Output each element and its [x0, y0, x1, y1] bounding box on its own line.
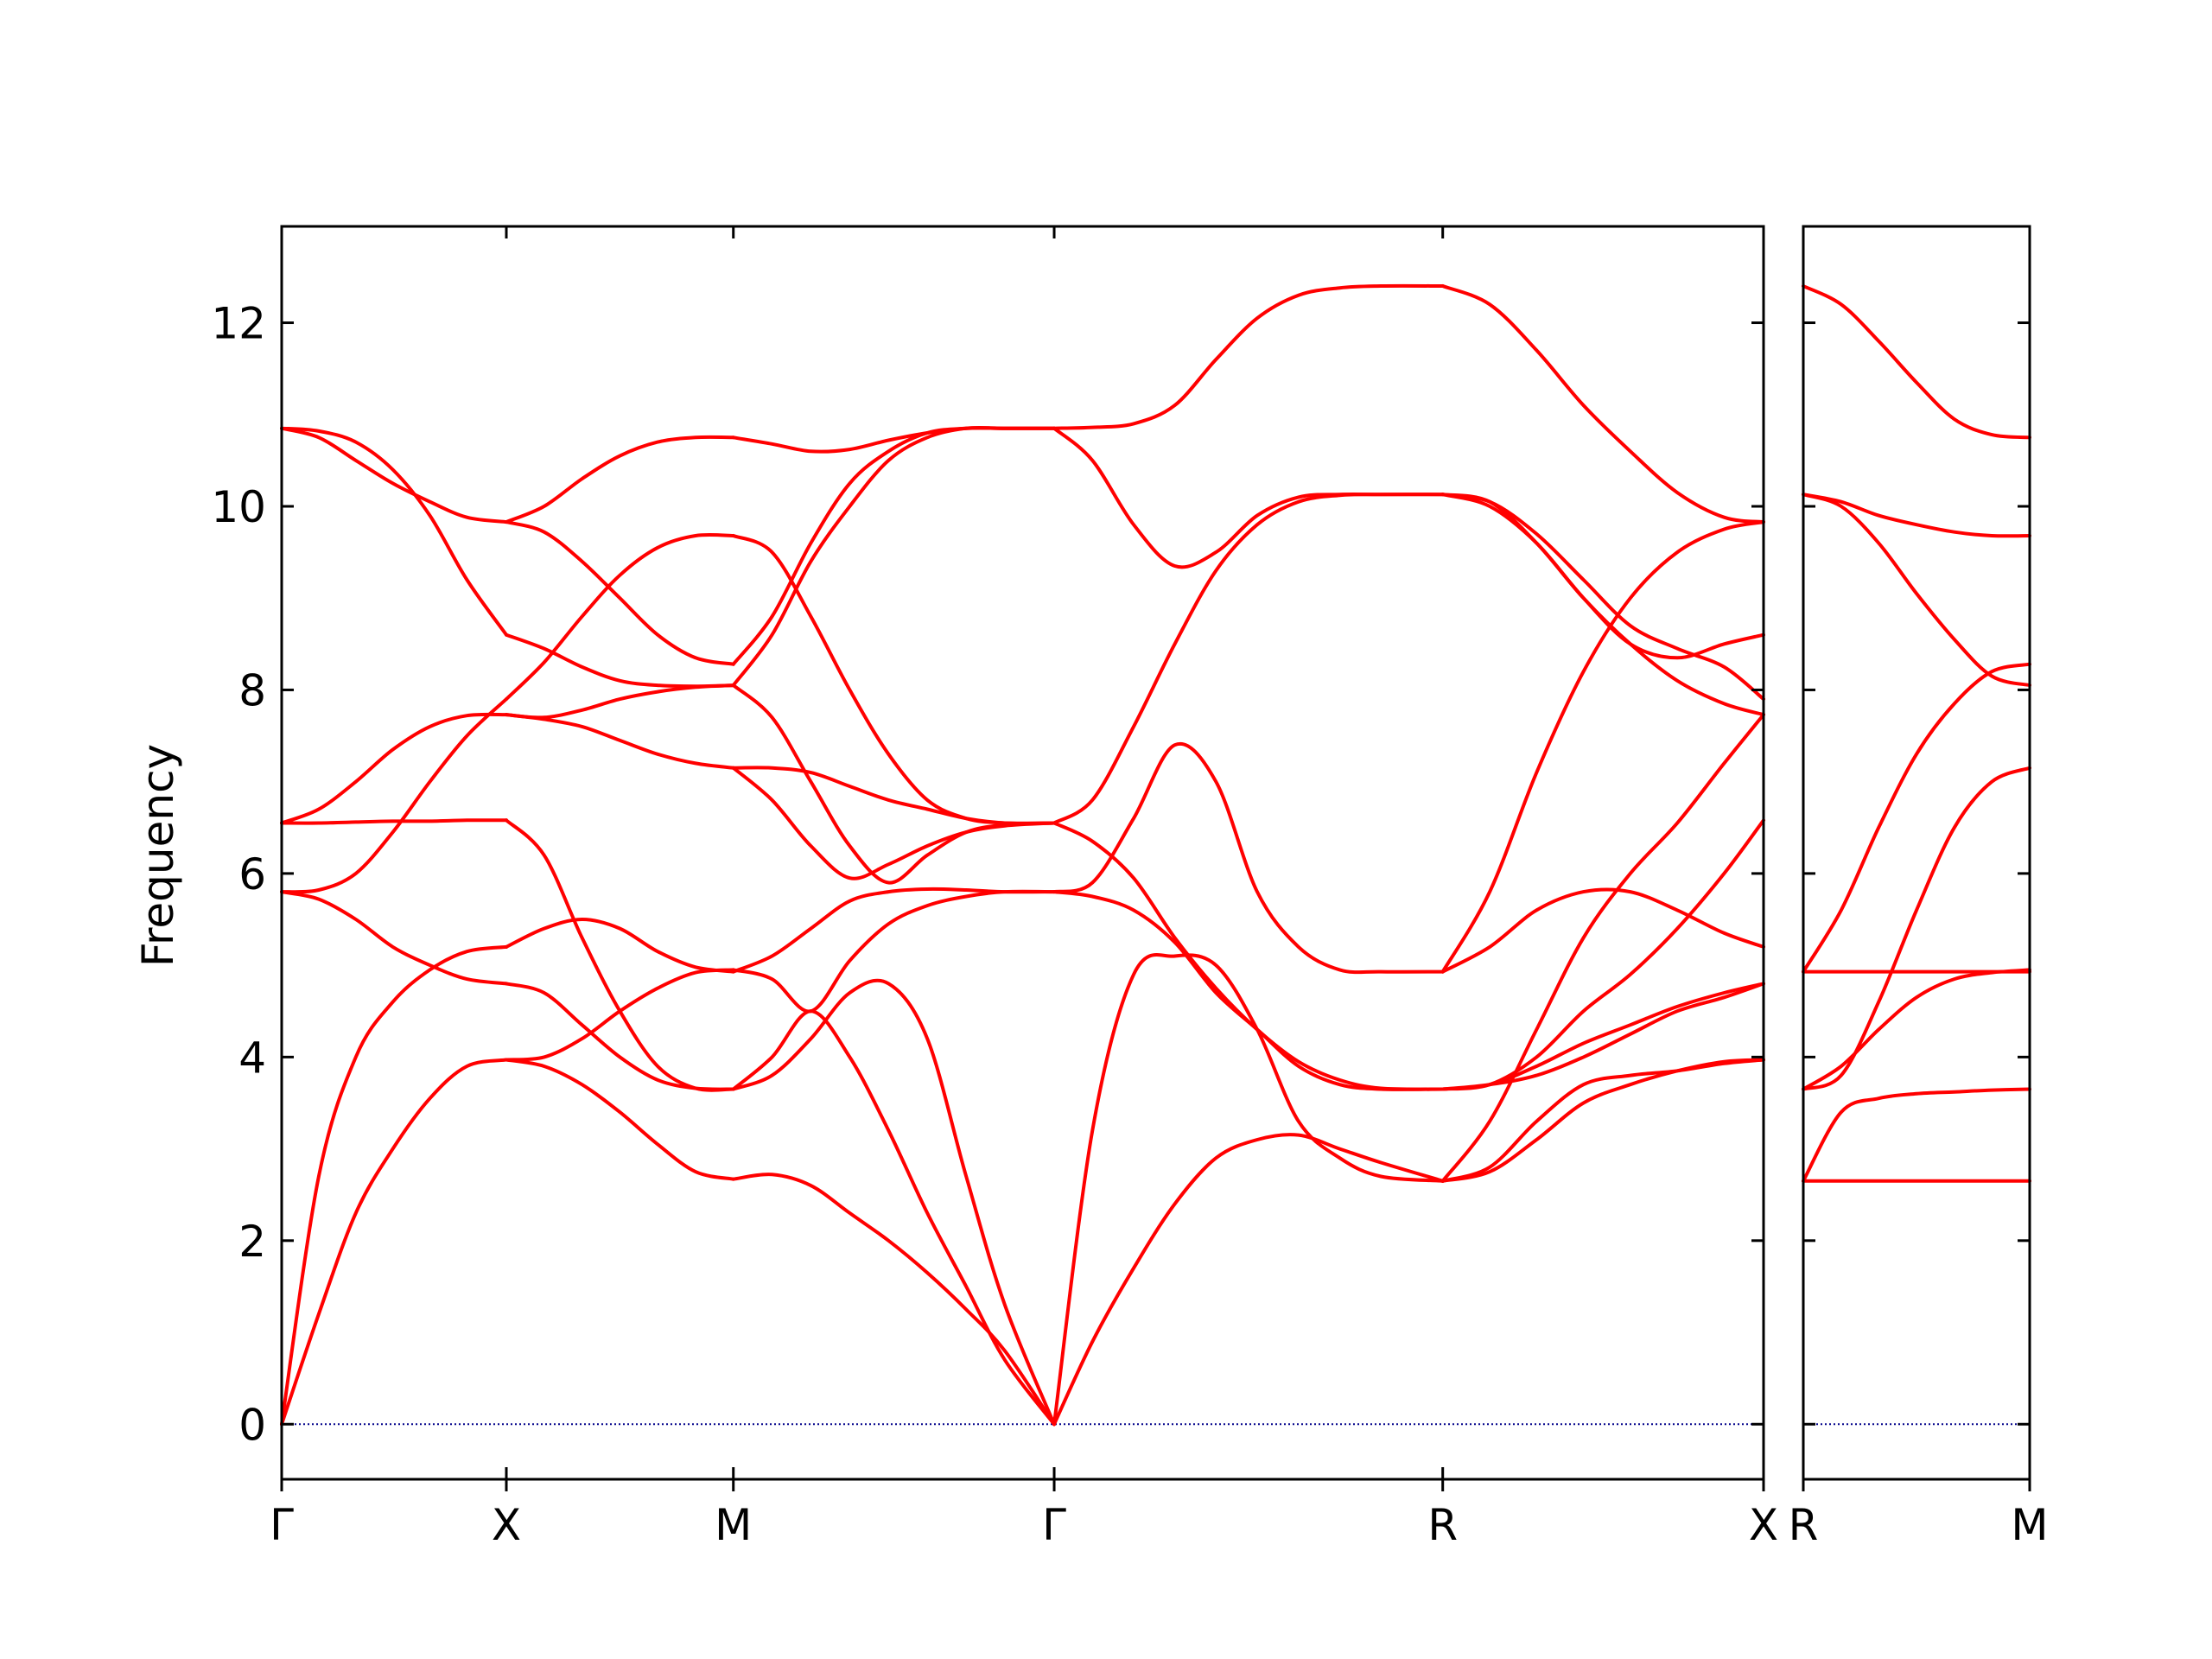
panel-1-band-G-R-7: [1052, 426, 1445, 569]
y-tick-label: 12: [211, 299, 266, 349]
panel-1-band-X-M-4: [505, 918, 735, 974]
y-tick-label: 10: [211, 482, 266, 532]
panel-1-band-R-X-11: [1440, 493, 1765, 717]
x-tick-label: R: [1427, 1500, 1458, 1550]
x-tick-label: R: [1789, 1500, 1819, 1550]
panel-1-band-R-X-10: [1440, 493, 1765, 702]
panel-1-band-G-X-5: [280, 818, 508, 825]
x-tick-label: M: [2011, 1500, 2048, 1550]
panel-1-band-G-R-8: [1052, 283, 1445, 430]
panel-1-band-R-X-8: [1440, 520, 1765, 974]
panel-1-band-X-M-10: [505, 520, 735, 666]
panel-1-band-M-G-3: [731, 1009, 1056, 1427]
panel-1-band-M-G-9: [731, 534, 1056, 825]
panel-1-band-G-R-1: [1052, 1133, 1445, 1427]
panel-1-band-X-M-5: [505, 818, 735, 1092]
panel-1-band-X-M-8: [505, 532, 735, 702]
y-axis-label: Frequency: [133, 744, 183, 967]
panel-2-band-R-M-3: [1802, 968, 2031, 1091]
panel-1-band-M-G-12: [731, 426, 1056, 454]
panel-1-band-R-X-7: [1440, 887, 1765, 974]
panel-1-band-M-G-5: [731, 887, 1056, 974]
panel-1-band-M-G-2: [731, 978, 1056, 1427]
y-tick-label: 8: [238, 665, 266, 715]
x-tick-label: X: [492, 1500, 521, 1550]
panel-1-band-M-G-8: [731, 766, 1056, 825]
panel-1-band-X-M-2: [505, 968, 735, 1062]
panel-1-band-G-X-3: [280, 890, 508, 986]
x-tick-label: Γ: [1042, 1500, 1066, 1550]
panel-1-band-G-R-5: [1052, 741, 1445, 975]
x-tick-label: Γ: [270, 1500, 294, 1550]
panel-1-band-X-M-9: [505, 632, 735, 689]
panel-1-band-R-X-6: [1440, 982, 1765, 1091]
panel-1-band-G-X-2: [280, 944, 508, 1427]
y-tick-label: 6: [238, 849, 266, 899]
panel-1-band-R-X-1: [1440, 1058, 1765, 1183]
panel-1-band-G-X-4: [280, 697, 508, 894]
panel-1-band-R-X-12: [1440, 284, 1765, 524]
panel-1-band-G-X-6: [280, 712, 508, 825]
panel-2-band-R-M-7: [1802, 493, 2031, 688]
panel-1-band-X-M-6: [505, 713, 735, 770]
panel-1-band-R-X-2: [1440, 1058, 1765, 1183]
panel-1-band-G-R-2: [1052, 953, 1445, 1427]
panel-2-band-R-M-2: [1802, 1087, 2031, 1183]
y-tick-label: 4: [238, 1033, 266, 1083]
panel-1-band-R-X-9: [1440, 493, 1765, 660]
panel-2-band-R-M-9: [1802, 284, 2031, 440]
panel-2-frame: [1802, 225, 2031, 1481]
panel-1-band-M-G-1: [731, 1173, 1056, 1427]
panel-2-band-R-M-4: [1802, 766, 2031, 1091]
panel-1-band-M-G-7: [731, 683, 1056, 885]
panel-1-band-R-X-3: [1440, 713, 1765, 1183]
panel-1-frame: [280, 225, 1765, 1481]
panel-1-band-X-M-3: [505, 982, 735, 1091]
panel-2-band-R-M-6: [1802, 662, 2031, 974]
panel-1-band-G-R-3: [1052, 890, 1445, 1091]
panel-1-band-G-R-4: [1052, 821, 1445, 1091]
x-tick-label: X: [1749, 1500, 1778, 1550]
panel-1-band-G-X-7: [280, 426, 508, 637]
y-tick-label: 0: [238, 1400, 266, 1450]
panel-1-band-G-R-6: [1052, 493, 1445, 825]
panel-1-band-G-X-1: [280, 1058, 508, 1427]
y-tick-label: 2: [238, 1217, 266, 1267]
panel-1-band-M-G-11: [731, 425, 1056, 688]
panel-1-band-X-M-11: [505, 435, 735, 524]
x-tick-label: M: [715, 1500, 752, 1550]
panel-1-band-X-M-1: [505, 1058, 735, 1181]
panel-1-band-X-M-7: [505, 683, 735, 720]
panel-1-band-M-G-10: [731, 426, 1056, 666]
panel-1-band-G-X-8: [280, 426, 508, 524]
panel-2-band-R-M-8: [1802, 493, 2031, 538]
